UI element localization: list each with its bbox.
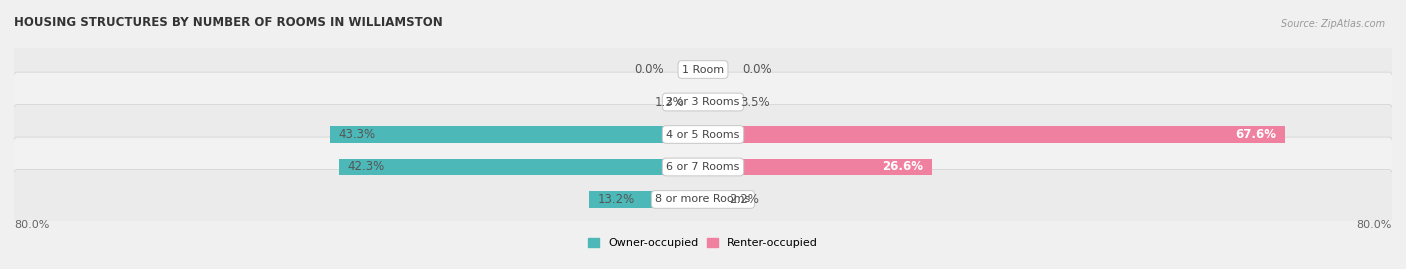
Bar xyxy=(339,158,703,175)
Text: 0.0%: 0.0% xyxy=(634,63,664,76)
Text: 43.3%: 43.3% xyxy=(339,128,375,141)
Text: 26.6%: 26.6% xyxy=(883,161,924,174)
Text: 6 or 7 Rooms: 6 or 7 Rooms xyxy=(666,162,740,172)
Text: Source: ZipAtlas.com: Source: ZipAtlas.com xyxy=(1281,19,1385,29)
Text: 4 or 5 Rooms: 4 or 5 Rooms xyxy=(666,129,740,140)
FancyBboxPatch shape xyxy=(13,169,1393,230)
Bar xyxy=(703,126,1285,143)
FancyBboxPatch shape xyxy=(13,40,1393,100)
Text: 80.0%: 80.0% xyxy=(14,220,49,230)
Text: HOUSING STRUCTURES BY NUMBER OF ROOMS IN WILLIAMSTON: HOUSING STRUCTURES BY NUMBER OF ROOMS IN… xyxy=(14,16,443,29)
Text: 13.2%: 13.2% xyxy=(598,193,636,206)
FancyBboxPatch shape xyxy=(13,72,1393,132)
Bar xyxy=(692,94,703,111)
Bar xyxy=(703,94,733,111)
FancyBboxPatch shape xyxy=(13,104,1393,165)
Text: 42.3%: 42.3% xyxy=(347,161,385,174)
Bar xyxy=(703,191,721,208)
Legend: Owner-occupied, Renter-occupied: Owner-occupied, Renter-occupied xyxy=(583,234,823,253)
Text: 0.0%: 0.0% xyxy=(742,63,772,76)
Text: 8 or more Rooms: 8 or more Rooms xyxy=(655,194,751,204)
Text: 3.5%: 3.5% xyxy=(740,95,769,108)
FancyBboxPatch shape xyxy=(13,169,1393,229)
FancyBboxPatch shape xyxy=(13,137,1393,197)
Bar xyxy=(589,191,703,208)
Text: 67.6%: 67.6% xyxy=(1236,128,1277,141)
FancyBboxPatch shape xyxy=(13,39,1393,100)
Bar xyxy=(703,158,932,175)
Text: 2 or 3 Rooms: 2 or 3 Rooms xyxy=(666,97,740,107)
Text: 1 Room: 1 Room xyxy=(682,65,724,75)
Bar xyxy=(330,126,703,143)
Text: 80.0%: 80.0% xyxy=(1357,220,1392,230)
Text: 1.3%: 1.3% xyxy=(655,95,685,108)
FancyBboxPatch shape xyxy=(13,136,1393,197)
FancyBboxPatch shape xyxy=(13,72,1393,133)
FancyBboxPatch shape xyxy=(13,105,1393,164)
Text: 2.2%: 2.2% xyxy=(728,193,759,206)
